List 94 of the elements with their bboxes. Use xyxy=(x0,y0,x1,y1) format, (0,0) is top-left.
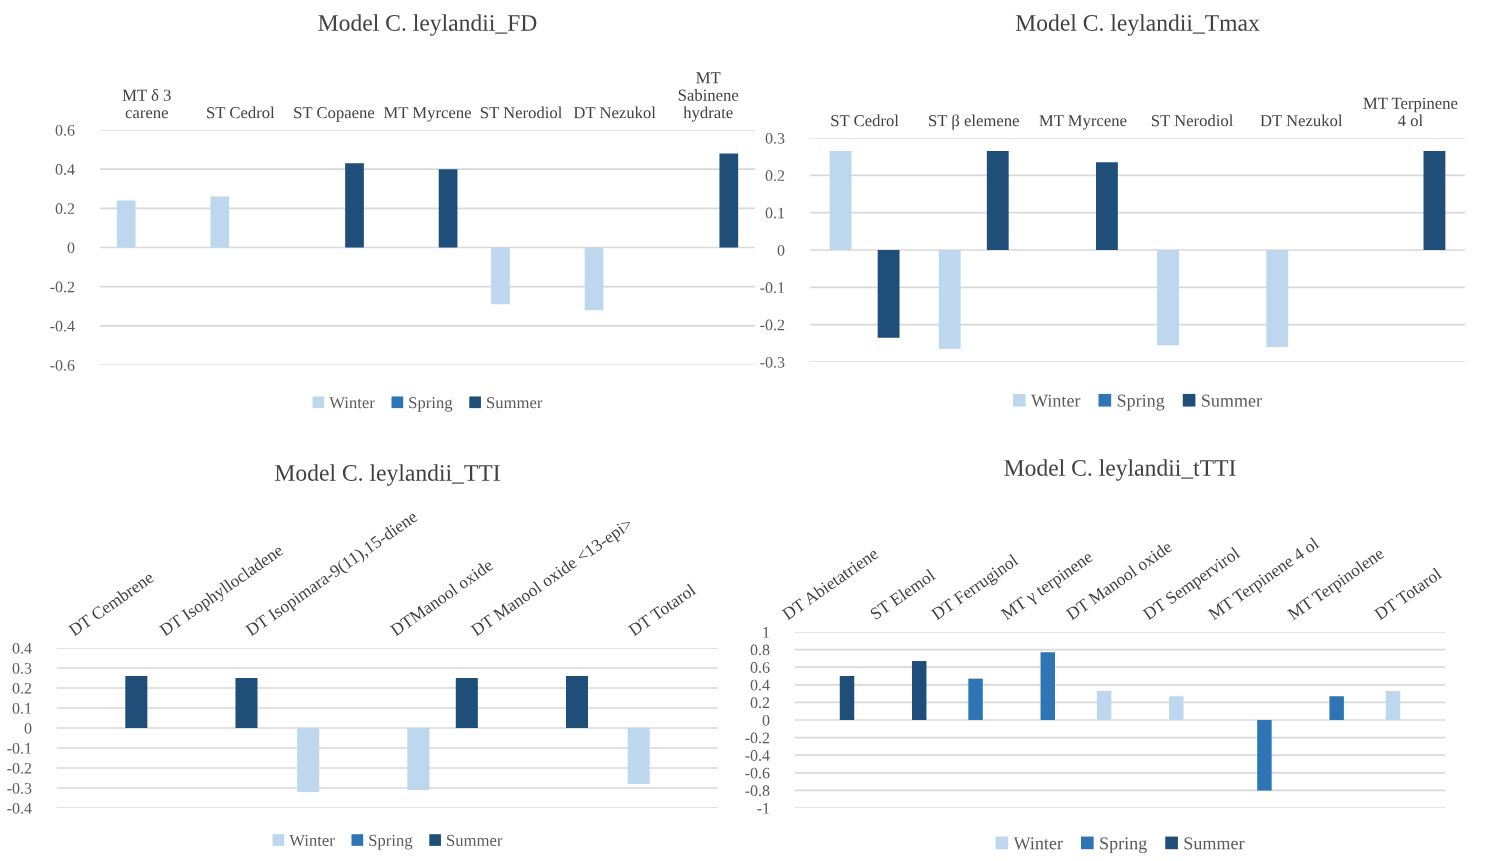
x-tick-label: ST Cedrol xyxy=(207,106,275,119)
legend-label: Winter xyxy=(1013,837,1063,850)
bar xyxy=(877,250,900,338)
y-tick-label: 0 xyxy=(777,244,785,256)
legend-label: Spring xyxy=(409,397,453,412)
bar xyxy=(1040,652,1055,720)
bar xyxy=(1157,250,1179,346)
bar xyxy=(116,200,136,248)
bar xyxy=(491,247,510,305)
y-tick-label: 0.1 xyxy=(765,207,785,219)
y-tick-label: 0.4 xyxy=(12,642,32,654)
bar xyxy=(1096,162,1118,250)
y-tick-label: 0 xyxy=(67,242,75,254)
y-tick-label: 0.1 xyxy=(12,702,32,714)
x-tick-label: MT Myrcene xyxy=(383,107,471,122)
y-tick-label: -0.2 xyxy=(7,762,32,774)
y-tick-label: 0.3 xyxy=(765,132,785,144)
bar xyxy=(1266,250,1289,348)
x-tick-label: ST β elemene xyxy=(929,114,1019,130)
bar xyxy=(938,250,961,349)
bar xyxy=(438,169,458,248)
bar xyxy=(345,163,364,248)
bar xyxy=(1385,690,1401,720)
y-tick-label: -1 xyxy=(757,803,770,814)
y-tick-label: 0.8 xyxy=(750,644,770,656)
legend-label: Spring xyxy=(1117,394,1165,411)
x-tick-label: MT Terpinene 4 ol xyxy=(1363,97,1458,127)
bar xyxy=(627,728,650,784)
bar xyxy=(968,678,983,720)
y-tick-label: 0.2 xyxy=(750,697,770,709)
legend-label: Summer xyxy=(447,834,503,847)
y-tick-label: 0.4 xyxy=(750,679,770,691)
y-tick-label: -0.8 xyxy=(745,785,770,797)
bar xyxy=(455,678,478,728)
y-tick-label: 0.2 xyxy=(12,682,32,694)
bar xyxy=(407,728,430,790)
bar xyxy=(565,676,588,728)
y-tick-label: -0.1 xyxy=(760,282,785,294)
y-tick-label: -0.3 xyxy=(760,356,785,368)
bar xyxy=(297,728,320,792)
bar xyxy=(719,153,739,248)
x-tick-label: MT Sabinene hydrate xyxy=(678,72,739,122)
y-tick-label: 0.2 xyxy=(55,203,75,215)
chart-title: Model C. leylandii_TTI xyxy=(275,464,500,486)
bar xyxy=(584,247,604,311)
legend-label: Summer xyxy=(487,397,543,409)
y-tick-label: -0.3 xyxy=(7,782,32,794)
bar xyxy=(912,661,927,720)
y-tick-label: 1 xyxy=(763,627,770,638)
y-tick-label: -0.6 xyxy=(50,359,75,371)
y-tick-label: 0.4 xyxy=(55,164,75,175)
bar xyxy=(1169,696,1184,720)
y-tick-label: -0.2 xyxy=(745,732,770,744)
legend-label: Winter xyxy=(289,834,335,847)
x-tick-label: DT Nezukol xyxy=(573,106,656,119)
y-tick-label: -0.1 xyxy=(7,742,32,754)
bar xyxy=(829,151,852,250)
x-tick-label: MT Myrcene xyxy=(1039,115,1127,130)
bar xyxy=(210,196,230,248)
chart-title: Model C. leylandii_Tmax xyxy=(1015,14,1260,36)
chart-title: Model C. leylandii_FD xyxy=(318,14,537,36)
chart-title: Model C. leylandii_tTTI xyxy=(1004,459,1236,481)
x-tick-label: ST Cedrol xyxy=(831,114,899,127)
x-tick-label: ST Nerodiol xyxy=(480,106,563,119)
bar xyxy=(125,676,148,728)
y-tick-label: -0.2 xyxy=(760,319,785,331)
bar xyxy=(839,676,855,720)
y-tick-label: 0.6 xyxy=(55,124,75,136)
legend-label: Winter xyxy=(1031,394,1081,407)
y-tick-label: 0 xyxy=(762,714,770,726)
x-tick-label: MT δ 3 carene xyxy=(122,89,171,119)
y-tick-label: -0.2 xyxy=(50,281,75,293)
x-tick-label: ST Copaene xyxy=(294,107,375,122)
y-tick-label: 0.2 xyxy=(765,170,785,182)
y-tick-label: -0.4 xyxy=(745,750,770,761)
y-tick-label: 0.3 xyxy=(12,662,32,674)
y-tick-label: -0.4 xyxy=(7,802,32,814)
legend-label: Spring xyxy=(369,834,413,850)
legend-label: Winter xyxy=(329,397,375,409)
y-tick-label: 0 xyxy=(24,722,32,734)
bar xyxy=(1257,720,1272,791)
y-tick-label: -0.6 xyxy=(745,767,770,779)
bar xyxy=(1329,696,1344,720)
bar xyxy=(1423,151,1446,250)
bar xyxy=(986,151,1009,250)
y-tick-label: 0.6 xyxy=(750,662,770,673)
x-tick-label: ST Nerodiol xyxy=(1151,114,1234,127)
x-tick-label: DT Nezukol xyxy=(1260,114,1343,127)
legend-label: Summer xyxy=(1184,837,1245,850)
bar xyxy=(235,678,258,728)
legend-label: Summer xyxy=(1202,394,1262,407)
y-tick-label: -0.4 xyxy=(50,320,75,332)
legend-label: Spring xyxy=(1100,837,1147,854)
bar xyxy=(1096,690,1112,720)
